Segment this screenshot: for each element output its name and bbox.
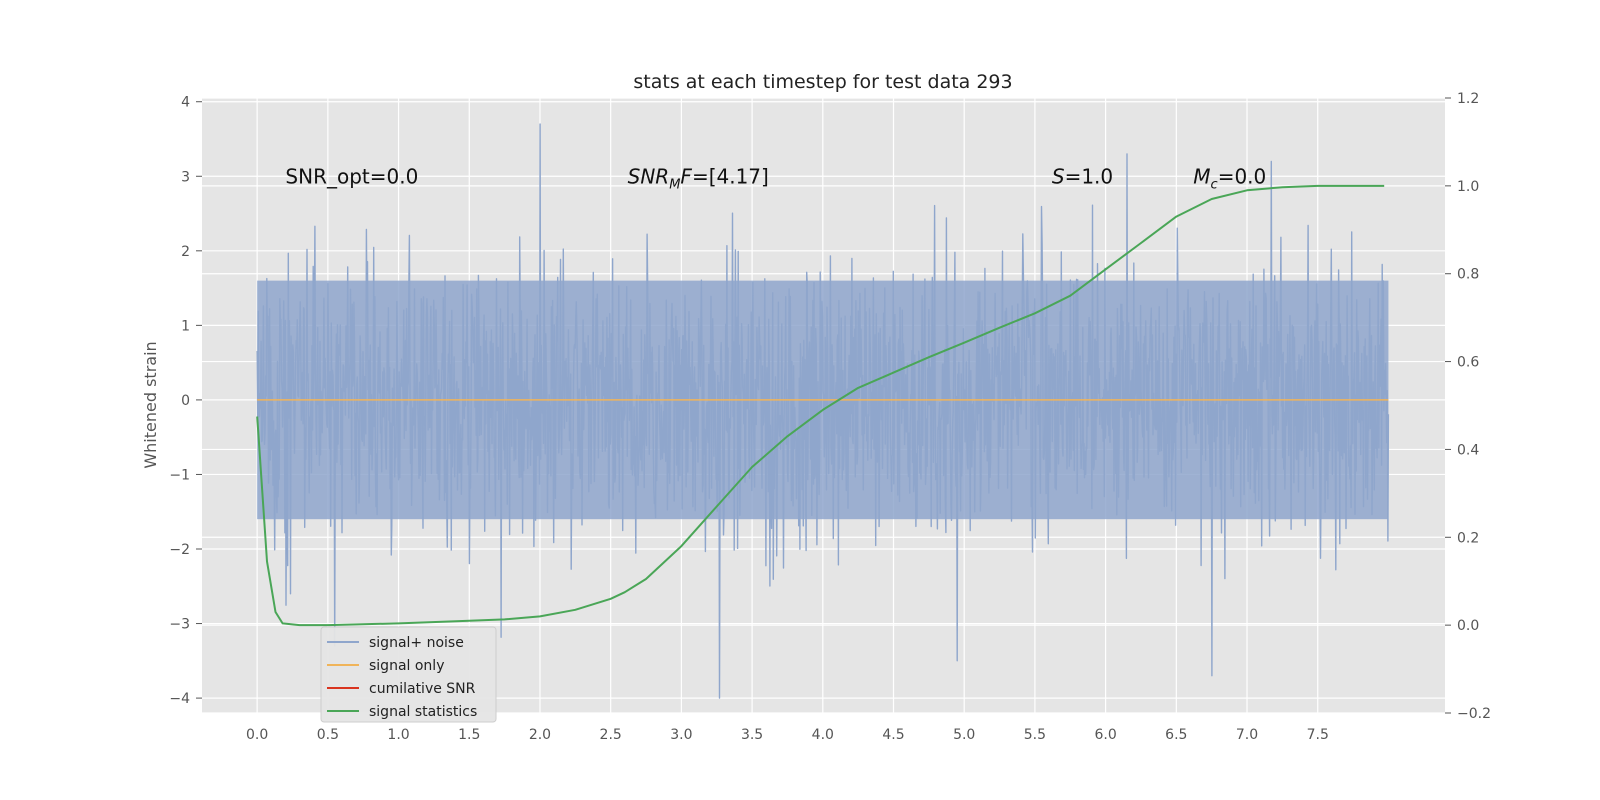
x-tick-label: 5.5 bbox=[1024, 727, 1046, 743]
y-tick-label: 1 bbox=[181, 318, 190, 334]
y2-tick-label: 0.8 bbox=[1457, 267, 1479, 283]
y2-axis-ticks: 1.2 1.0 0.8 0.6 0.4 0.2 0.0 −0.2 bbox=[1445, 91, 1491, 722]
y2-tick-label: 1.2 bbox=[1457, 91, 1479, 107]
legend-label: signal only bbox=[369, 658, 444, 674]
x-tick-label: 0.5 bbox=[317, 727, 339, 743]
annotation-symbol: M bbox=[1193, 165, 1210, 189]
y-tick-label: 2 bbox=[181, 244, 190, 260]
y-tick-label: 4 bbox=[181, 95, 190, 111]
x-tick-label: 4.5 bbox=[882, 727, 904, 743]
series-signal-statistics bbox=[256, 184, 1385, 627]
annotation-value: =1.0 bbox=[1065, 165, 1114, 189]
y-axis-label: Whitened strain bbox=[141, 341, 160, 468]
x-tick-label: 6.0 bbox=[1094, 727, 1116, 743]
x-tick-label: 7.0 bbox=[1236, 727, 1258, 743]
x-axis-ticks: 0.0 0.5 1.0 1.5 2.0 2.5 3.0 3.5 4.0 4.5 5.0 5.5 6.0 6… bbox=[246, 727, 1329, 743]
y-tick-label: −3 bbox=[169, 617, 190, 633]
legend-label: signal+ noise bbox=[369, 635, 464, 651]
y2-tick-label: 0.2 bbox=[1457, 530, 1479, 546]
x-tick-label: 3.0 bbox=[670, 727, 692, 743]
annotation-subscript: M bbox=[669, 178, 680, 193]
legend-label: signal statistics bbox=[369, 704, 477, 720]
y2-tick-label: 0.0 bbox=[1457, 618, 1479, 634]
y-tick-label: −2 bbox=[169, 542, 190, 558]
annotations: SNR_opt=0.0 SNRMF=[4.17] S=1.0 Mc=0.0 bbox=[285, 165, 1266, 193]
y-tick-label: −1 bbox=[169, 467, 190, 483]
x-tick-label: 1.0 bbox=[387, 727, 409, 743]
annotation-value: =[4.17] bbox=[692, 165, 769, 189]
x-tick-label: 6.5 bbox=[1165, 727, 1187, 743]
annotation: S=1.0 bbox=[1052, 165, 1113, 189]
annotation: Mc=0.0 bbox=[1193, 165, 1266, 193]
x-tick-label: 2.0 bbox=[529, 727, 551, 743]
annotation-symbol: F bbox=[680, 165, 692, 189]
legend: signal+ noise signal only cumilative SNR si… bbox=[320, 626, 497, 723]
noise-line bbox=[256, 123, 1390, 699]
annotation-subscript: c bbox=[1211, 178, 1218, 193]
x-tick-label: 4.0 bbox=[812, 727, 834, 743]
x-tick-label: 7.5 bbox=[1307, 727, 1329, 743]
x-tick-label: 2.5 bbox=[600, 727, 622, 743]
y2-tick-label: −0.2 bbox=[1457, 706, 1491, 722]
x-tick-label: 3.5 bbox=[741, 727, 763, 743]
x-tick-label: 1.5 bbox=[458, 727, 480, 743]
chart-title: stats at each timestep for test data 293 bbox=[633, 71, 1012, 93]
legend-box bbox=[320, 626, 497, 723]
x-tick-label: 0.0 bbox=[246, 727, 268, 743]
y2-tick-label: 1.0 bbox=[1457, 179, 1479, 195]
legend-label: cumilative SNR bbox=[369, 681, 476, 697]
signal-statistics-line bbox=[256, 184, 1385, 627]
y-tick-label: 3 bbox=[181, 169, 190, 185]
y2-tick-label: 0.6 bbox=[1457, 355, 1479, 371]
y-tick-label: −4 bbox=[169, 691, 190, 707]
y-tick-label: 0 bbox=[181, 393, 190, 409]
annotation-symbol: S bbox=[1052, 165, 1065, 189]
x-tick-label: 5.0 bbox=[953, 727, 975, 743]
annotation: SNR_opt=0.0 bbox=[285, 165, 418, 189]
annotation-value: =0.0 bbox=[1218, 165, 1267, 189]
y-axis-ticks: 4 3 2 1 0 −1 −2 −3 −4 bbox=[169, 95, 202, 707]
annotation-symbol: SNR bbox=[628, 165, 670, 189]
annotation: SNRMF=[4.17] bbox=[628, 165, 769, 193]
y2-tick-label: 0.4 bbox=[1457, 442, 1479, 458]
